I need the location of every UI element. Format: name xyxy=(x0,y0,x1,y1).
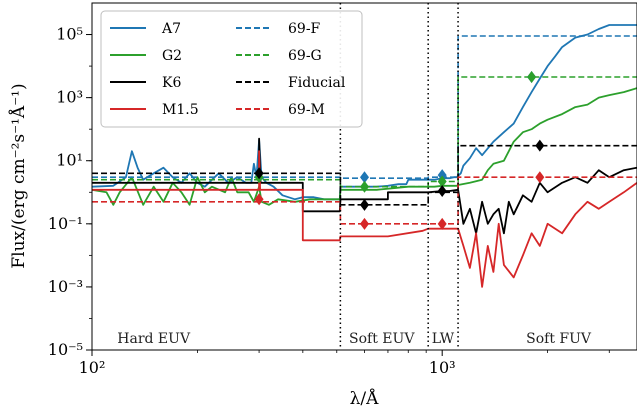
y-tick-label: 10⁵ xyxy=(56,25,83,44)
marker-g2 xyxy=(437,175,447,188)
series-line-g2 xyxy=(92,87,637,206)
marker-k6 xyxy=(254,167,264,180)
marker-g2 xyxy=(527,71,537,84)
x-tick-label: 10³ xyxy=(429,358,456,377)
legend-label-69-g: 69-G xyxy=(288,48,322,64)
legend-label-a7: A7 xyxy=(161,21,181,37)
marker-m1-5 xyxy=(360,217,369,230)
series-line-m1-5 xyxy=(92,150,637,288)
region-label-hard-euv: Hard EUV xyxy=(117,331,191,347)
marker-k6 xyxy=(360,198,369,211)
y-tick-label: 10¹ xyxy=(56,151,83,170)
region-label-lw: LW xyxy=(432,331,455,347)
marker-m1-5 xyxy=(535,171,545,184)
marker-a7 xyxy=(437,169,447,182)
x-axis-label: λ/Å xyxy=(350,388,380,409)
legend-label-m1-5: M1.5 xyxy=(162,102,199,118)
region-label-soft-fuv: Soft FUV xyxy=(526,331,592,347)
region-boundaries xyxy=(339,3,459,350)
y-axis-label: Flux/(erg cm⁻²s⁻¹Å⁻¹) xyxy=(8,83,29,268)
marker-m1-5 xyxy=(254,193,264,206)
marker-layer xyxy=(254,71,545,230)
legend: A7 G2 K6 M1.5 69-F 69-G Fiducial 69-M xyxy=(100,10,363,128)
series-line-k6 xyxy=(92,137,637,235)
legend-label-g2: G2 xyxy=(162,48,182,64)
y-tick-label: 10³ xyxy=(56,88,83,107)
axes: 10² 10³ 10⁻⁵ 10⁻³ 10⁻¹ 10¹ 10³ 10⁵ xyxy=(48,25,610,377)
marker-k6 xyxy=(535,139,545,152)
region-label-soft-euv: Soft EUV xyxy=(349,331,415,347)
legend-label-k6: K6 xyxy=(162,75,181,91)
legend-box xyxy=(100,10,363,128)
legend-label-69-f: 69-F xyxy=(288,21,321,37)
y-tick-label: 10⁻⁵ xyxy=(48,340,83,359)
marker-g2 xyxy=(360,180,369,193)
marker-m1-5 xyxy=(437,217,447,230)
marker-a7 xyxy=(360,171,369,184)
legend-label-fiducial: Fiducial xyxy=(288,75,346,91)
y-tick-label: 10⁻³ xyxy=(48,277,83,296)
y-tick-label: 10⁻¹ xyxy=(48,214,83,233)
x-tick-label: 10² xyxy=(79,358,106,377)
legend-label-69-m: 69-M xyxy=(288,102,325,118)
region-labels: Hard EUV Soft EUV LW Soft FUV xyxy=(117,331,592,347)
marker-k6 xyxy=(437,184,447,197)
